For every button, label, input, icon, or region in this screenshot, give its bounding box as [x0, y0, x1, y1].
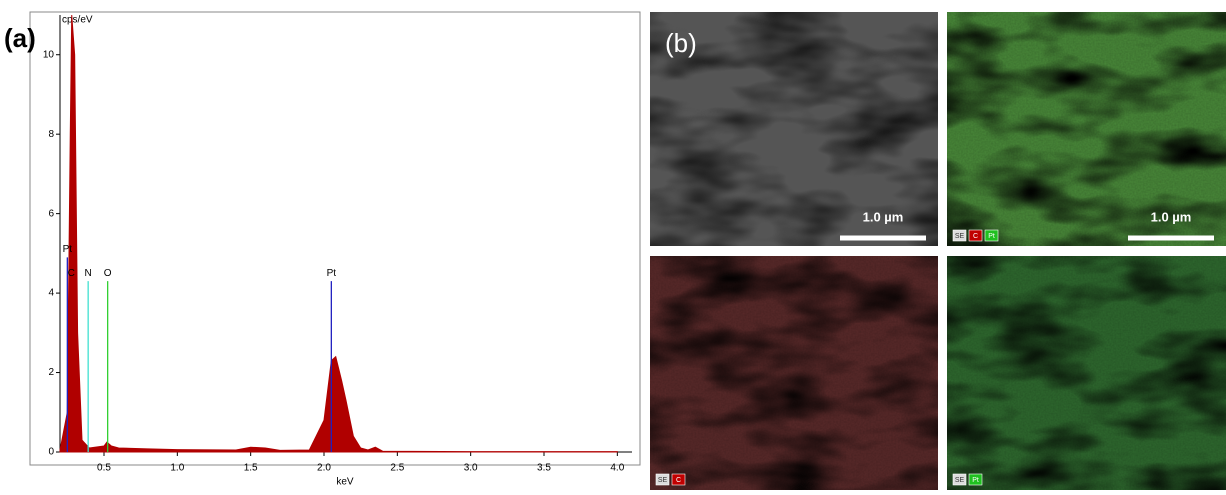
x-tick-label: 1.0: [170, 463, 184, 474]
element-label: Pt: [327, 268, 337, 279]
image-noise: [947, 256, 1226, 490]
x-tick-label: 3.5: [537, 463, 551, 474]
y-tick-label: 8: [48, 129, 54, 140]
badge-label: SE: [955, 233, 965, 240]
y-tick-label: 2: [48, 367, 54, 378]
figure: (a) cps/eV keV (b) 0 2 4 6 8 10 0.5 1.0 1.5 2.0 2.…: [0, 0, 1226, 490]
y-axis-label: cps/eV: [62, 15, 93, 26]
scale-bar-label: 1.0 µm: [1151, 209, 1192, 224]
page: {"chart_data": {"type": "area", "x_label…: [0, 0, 1226, 490]
image-noise: [650, 256, 938, 490]
x-tick-label: 3.0: [464, 463, 478, 474]
element-label: N: [85, 268, 92, 279]
badge-label: C: [973, 233, 978, 240]
badge-label: Pt: [988, 233, 995, 240]
panel-label: (b): [665, 28, 697, 58]
badge-label: C: [676, 477, 681, 484]
panel-label: (a): [4, 23, 36, 53]
y-tick-label: 0: [48, 447, 54, 458]
y-tick-label: 10: [43, 49, 55, 60]
x-tick-label: 2.5: [390, 463, 404, 474]
badge-label: SE: [658, 477, 668, 484]
y-tick-label: 6: [48, 208, 54, 219]
x-tick-label: 1.5: [244, 463, 258, 474]
y-tick-label: 4: [48, 288, 54, 299]
x-tick-label: 2.0: [317, 463, 331, 474]
map-platinum: [947, 256, 1226, 490]
badge-label: SE: [955, 477, 965, 484]
x-tick-label: 0.5: [97, 463, 111, 474]
map-carbon: [650, 256, 938, 490]
element-label: O: [104, 268, 112, 279]
element-label: Pt: [63, 244, 73, 255]
x-tick-label: 4.0: [610, 463, 624, 474]
element-label: C: [68, 268, 75, 279]
badge-label: Pt: [972, 477, 979, 484]
scale-bar-label: 1.0 µm: [863, 209, 904, 224]
spectrum: [60, 15, 617, 452]
x-axis-label: keV: [336, 477, 354, 488]
